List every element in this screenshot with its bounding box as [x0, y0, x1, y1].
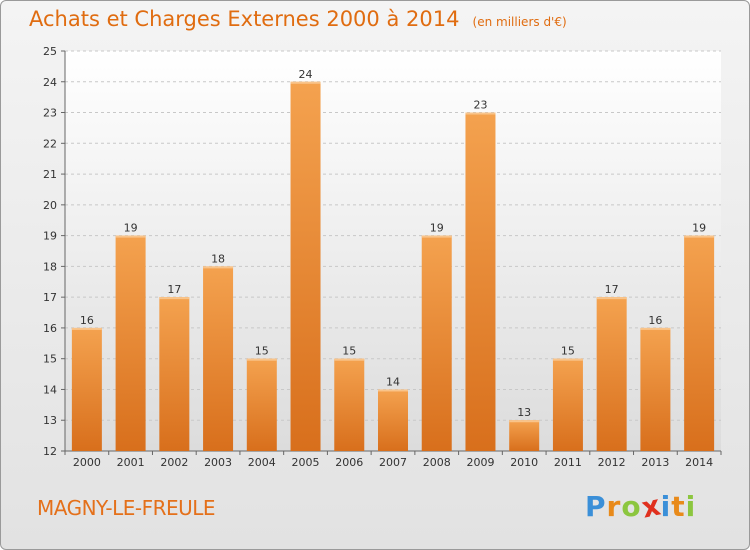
y-tick-label: 16 [43, 322, 57, 335]
bar [203, 266, 234, 451]
x-tick-label: 2014 [685, 456, 713, 469]
bar-top-highlight [684, 235, 715, 238]
chart-title: Achats et Charges Externes 2000 à 2014 (… [29, 7, 567, 31]
logo-letter: i [685, 490, 697, 523]
logo-letter: P [585, 490, 607, 523]
proxiti-logo[interactable]: Proxiti [585, 488, 697, 524]
bar-value-label: 16 [648, 314, 662, 327]
bar-value-label: 15 [342, 345, 356, 358]
bar [159, 297, 190, 451]
bar-value-label: 23 [473, 99, 487, 112]
x-tick-label: 2008 [423, 456, 451, 469]
bar-value-label: 17 [605, 283, 619, 296]
y-tick-label: 22 [43, 137, 57, 150]
bar-value-label: 19 [430, 222, 444, 235]
bar-top-highlight [159, 297, 190, 300]
bar-top-highlight [246, 358, 277, 361]
bar-value-label: 17 [167, 283, 181, 296]
bar [71, 327, 102, 451]
logo-letter: r [606, 490, 622, 523]
bar [334, 358, 365, 451]
bar-value-label: 18 [211, 252, 225, 265]
bar-value-label: 15 [255, 345, 269, 358]
y-tick-label: 20 [43, 199, 57, 212]
x-tick-label: 2002 [160, 456, 188, 469]
bar-top-highlight [71, 327, 102, 330]
bar-top-highlight [465, 112, 496, 115]
bar-top-highlight [378, 389, 408, 392]
logo-letter: i [660, 490, 672, 523]
chart-title-text: Achats et Charges Externes 2000 à 2014 [29, 7, 460, 31]
y-tick-label: 12 [43, 445, 57, 458]
x-tick-label: 2012 [598, 456, 626, 469]
bar [596, 297, 627, 451]
y-tick-label: 14 [43, 383, 57, 396]
x-tick-label: 2004 [248, 456, 276, 469]
x-tick-label: 2011 [554, 456, 582, 469]
bar-top-highlight [290, 81, 321, 84]
bar-value-label: 16 [80, 314, 94, 327]
bar-top-highlight [596, 297, 627, 300]
bar [421, 235, 452, 451]
y-tick-label: 23 [43, 107, 57, 120]
bar [684, 235, 715, 451]
bar [552, 358, 583, 451]
bar-value-label: 15 [561, 345, 575, 358]
bar-top-highlight [552, 358, 583, 361]
bar-top-highlight [203, 266, 234, 269]
bar [246, 358, 277, 451]
bar [290, 81, 321, 452]
bar-value-label: 13 [517, 406, 531, 419]
x-tick-label: 2009 [466, 456, 494, 469]
bar-top-highlight [115, 235, 146, 238]
x-tick-label: 2010 [510, 456, 538, 469]
bar [115, 235, 146, 451]
bar [378, 389, 408, 451]
x-tick-label: 2006 [335, 456, 363, 469]
logo-letter: t [671, 490, 686, 523]
x-tick-label: 2001 [117, 456, 145, 469]
x-tick-label: 2000 [73, 456, 101, 469]
y-tick-label: 25 [43, 45, 57, 58]
y-tick-label: 24 [43, 76, 57, 89]
bar [465, 112, 496, 452]
bar-value-label: 24 [299, 68, 313, 81]
bar [640, 327, 671, 451]
chart-unit: (en milliers d'€) [472, 15, 567, 29]
bar-value-label: 14 [386, 375, 400, 388]
bar [509, 420, 540, 451]
bar-value-label: 19 [124, 222, 138, 235]
city-name: MAGNY-LE-FREULE [37, 496, 216, 520]
y-tick-label: 21 [43, 168, 57, 181]
y-tick-label: 18 [43, 260, 57, 273]
x-tick-label: 2013 [641, 456, 669, 469]
bar-top-highlight [509, 420, 540, 423]
y-tick-label: 17 [43, 291, 57, 304]
bar-top-highlight [640, 327, 671, 330]
y-tick-label: 15 [43, 353, 57, 366]
y-tick-label: 19 [43, 230, 57, 243]
bar-top-highlight [334, 358, 365, 361]
x-tick-label: 2003 [204, 456, 232, 469]
y-tick-label: 13 [43, 414, 57, 427]
logo-letter: o [621, 490, 642, 523]
x-tick-label: 2007 [379, 456, 407, 469]
bar-value-label: 19 [692, 222, 706, 235]
bar-top-highlight [421, 235, 452, 238]
x-tick-label: 2005 [292, 456, 320, 469]
